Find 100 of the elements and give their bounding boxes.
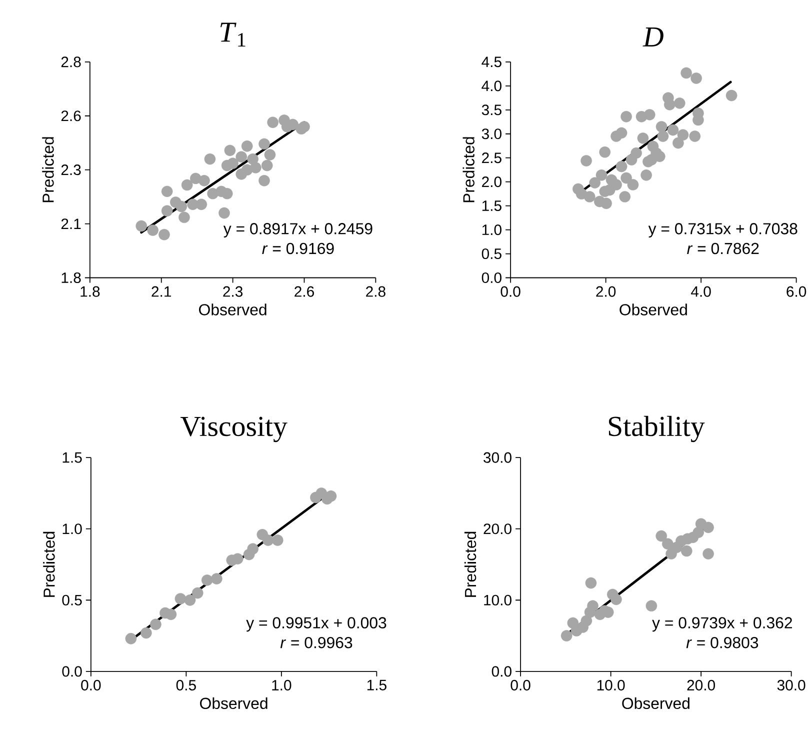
x-tick-label: 1.0 xyxy=(272,680,292,690)
point xyxy=(176,200,188,212)
x-tick-label: 2.8 xyxy=(366,286,386,297)
point xyxy=(181,179,193,190)
point xyxy=(221,188,233,200)
point xyxy=(584,190,596,202)
point xyxy=(247,153,258,165)
point xyxy=(620,172,632,184)
y-tick-label: 0.5 xyxy=(482,248,502,259)
point xyxy=(646,600,658,612)
point xyxy=(726,90,738,101)
point xyxy=(174,592,186,604)
point xyxy=(192,587,204,598)
point xyxy=(218,207,230,218)
point xyxy=(644,108,656,120)
point xyxy=(211,572,222,584)
point xyxy=(587,600,598,612)
point xyxy=(161,205,173,216)
annotation: y = 0.7315x + 0.7038 xyxy=(648,222,798,238)
point xyxy=(161,186,173,197)
point xyxy=(610,594,622,605)
annotation: r = 0.9803 xyxy=(686,636,758,648)
annotation: y = 0.9951x + 0.003 xyxy=(246,616,386,632)
y-tick-label: 0.5 xyxy=(62,594,82,606)
point xyxy=(667,124,679,136)
y-tick-label: 1.0 xyxy=(62,523,82,534)
x-axis-title: Observed xyxy=(199,303,266,316)
point xyxy=(236,151,248,162)
point xyxy=(125,632,137,644)
point xyxy=(680,545,692,556)
point xyxy=(585,577,597,589)
point xyxy=(196,198,208,210)
x-tick-label: 0.0 xyxy=(500,286,520,297)
x-tick-label: 10.0 xyxy=(597,680,625,690)
point xyxy=(616,127,628,138)
point xyxy=(150,618,162,630)
point xyxy=(677,129,689,140)
x-tick-label: 6.0 xyxy=(786,286,806,297)
point xyxy=(680,67,692,78)
y-tick-label: 2.0 xyxy=(482,176,502,187)
x-tick-label: 1.5 xyxy=(367,680,386,690)
y-tick-label: 2.5 xyxy=(482,152,502,163)
y-tick-label: 2.6 xyxy=(61,110,81,121)
point xyxy=(136,220,148,232)
x-tick-label: 0.0 xyxy=(510,680,530,690)
point xyxy=(298,120,310,132)
annotation: y = 0.8917x + 0.2459 xyxy=(223,222,372,238)
x-tick-label: 4.0 xyxy=(691,286,711,297)
y-tick-label: 2.3 xyxy=(61,164,81,175)
x-tick-label: 0.0 xyxy=(81,680,101,690)
y-tick-label: 3.0 xyxy=(482,128,502,139)
point xyxy=(596,169,608,181)
point xyxy=(178,211,190,223)
chart-title: T$_{1}$ xyxy=(220,22,246,46)
point xyxy=(198,174,210,186)
y-tick-label: 0.0 xyxy=(62,666,82,677)
point xyxy=(637,132,649,144)
point xyxy=(147,224,158,236)
y-tick-label: 20.0 xyxy=(484,523,512,534)
point xyxy=(600,198,612,209)
point xyxy=(580,154,592,166)
point xyxy=(640,169,652,181)
y-tick-label: 4.5 xyxy=(482,56,502,67)
point xyxy=(657,130,669,142)
point xyxy=(184,594,196,606)
point xyxy=(250,162,262,174)
y-tick-label: 3.5 xyxy=(482,104,502,115)
point xyxy=(325,490,337,502)
x-tick-label: 30.0 xyxy=(777,680,806,690)
y-axis-title: Predicted xyxy=(464,532,476,597)
y-tick-label: 1.8 xyxy=(62,272,81,283)
point xyxy=(702,548,714,560)
point xyxy=(201,574,213,586)
point xyxy=(204,153,216,165)
annotation: r = 0.9169 xyxy=(262,242,334,254)
annotation: r = 0.9963 xyxy=(280,636,352,648)
x-tick-label: 0.5 xyxy=(176,680,196,690)
point xyxy=(227,158,238,169)
point xyxy=(616,160,628,172)
point xyxy=(272,534,284,546)
y-tick-label: 0.0 xyxy=(492,666,512,677)
point xyxy=(599,146,611,158)
x-axis-title: Observed xyxy=(620,303,687,316)
x-tick-label: 2.3 xyxy=(223,286,243,297)
x-axis-title: Observed xyxy=(200,697,268,709)
y-tick-label: 4.0 xyxy=(482,80,502,92)
y-tick-label: 2.8 xyxy=(61,56,81,68)
point xyxy=(261,160,273,172)
point xyxy=(264,148,276,160)
point xyxy=(241,140,253,152)
point xyxy=(258,138,270,150)
point xyxy=(674,97,686,109)
y-tick-label: 10.0 xyxy=(484,594,512,606)
point xyxy=(165,608,177,620)
point xyxy=(619,190,631,202)
x-tick-label: 2.1 xyxy=(152,286,172,297)
x-tick-label: 2.6 xyxy=(294,286,314,297)
point xyxy=(158,228,170,240)
point xyxy=(224,144,236,156)
y-tick-label: 1.0 xyxy=(482,224,502,235)
